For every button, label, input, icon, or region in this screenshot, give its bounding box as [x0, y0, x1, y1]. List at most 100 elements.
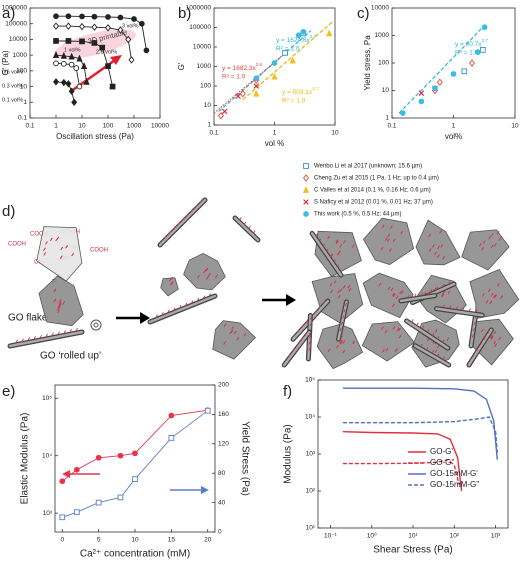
go-flake — [361, 321, 415, 362]
annotation-r2: R² = 1.0 — [222, 74, 246, 81]
functional-group — [330, 253, 334, 258]
functional-group — [343, 239, 346, 244]
marker — [59, 514, 66, 521]
y-tick-label: 1000000 — [2, 5, 28, 12]
y-axis-label: Modulus (Pa) — [283, 424, 294, 483]
series-line — [342, 416, 498, 455]
y-tick-label: 10⁵ — [42, 395, 52, 402]
functional-group — [428, 233, 432, 238]
y2-tick-label: 120 — [218, 441, 229, 448]
functional-group — [173, 307, 176, 311]
marker — [125, 35, 132, 44]
marker — [117, 26, 124, 34]
functional-group — [468, 308, 472, 312]
functional-group — [437, 336, 440, 340]
functional-group — [195, 203, 198, 208]
marker — [105, 14, 111, 20]
functional-group — [446, 337, 450, 341]
functional-group — [60, 246, 64, 251]
functional-group — [330, 289, 333, 294]
go-flake — [160, 277, 179, 297]
functional-group — [494, 242, 497, 247]
y-tick-label: 10² — [306, 488, 316, 495]
x-tick-label: 0.1 — [209, 130, 218, 137]
go-flake — [461, 229, 510, 271]
functional-group — [190, 300, 194, 304]
functional-group — [498, 336, 502, 341]
marker — [95, 454, 102, 461]
functional-group — [301, 324, 304, 328]
y-tick-label: 100 — [378, 60, 389, 67]
x-tick-label: 1 — [273, 130, 277, 137]
marker — [53, 78, 59, 86]
legend-label: GO-G'' — [430, 458, 455, 467]
functional-group — [498, 237, 502, 241]
functional-group — [173, 226, 176, 230]
functional-group — [397, 327, 401, 332]
roll-icon — [93, 322, 99, 328]
marker — [83, 77, 90, 85]
functional-group — [197, 274, 201, 279]
functional-group — [308, 335, 312, 339]
functional-group — [425, 346, 429, 351]
x-tick-label: 10⁻¹ — [324, 533, 338, 540]
marker — [60, 78, 67, 87]
functional-group — [348, 287, 352, 292]
functional-group — [65, 245, 69, 249]
panel-label: f) — [283, 383, 292, 400]
functional-group — [426, 329, 430, 333]
marker — [399, 110, 406, 117]
fit-line — [213, 52, 286, 114]
marker — [105, 24, 111, 32]
functional-group — [489, 300, 493, 305]
functional-group — [336, 264, 340, 269]
functional-group — [196, 297, 200, 302]
x-tick-label: 1000 — [127, 123, 142, 130]
x-tick-label: 10 — [78, 123, 86, 130]
functional-group — [407, 294, 410, 299]
panel-label: d) — [2, 203, 15, 220]
x-axis-label: vol % — [265, 139, 285, 148]
functional-group — [380, 246, 384, 251]
functional-group — [384, 330, 388, 334]
marker — [53, 60, 59, 67]
marker — [168, 435, 175, 441]
annotation-exponent: 2.6 — [256, 62, 263, 67]
functional-group — [431, 332, 435, 337]
marker — [91, 13, 98, 20]
fit-line — [242, 21, 333, 101]
functional-group — [161, 312, 164, 316]
x-axis-label: Ca²⁺ concentration (mM) — [80, 549, 190, 560]
functional-group — [388, 248, 392, 252]
axis-arrow-head — [62, 470, 70, 478]
legend-label: This work (0.5 %, 0.5 Hz; 44 µm) — [314, 212, 401, 218]
functional-group — [326, 249, 329, 253]
chem-label: COOH — [90, 248, 108, 254]
y-tick-label: 1 — [23, 99, 27, 106]
plot-frame — [317, 379, 509, 529]
go-flake — [362, 272, 414, 319]
go-flake — [212, 320, 257, 360]
y-tick-label: 100000 — [5, 20, 27, 27]
series-line — [62, 410, 208, 518]
functional-group — [441, 292, 445, 297]
functional-group — [252, 230, 256, 234]
functional-group — [447, 290, 451, 295]
functional-group — [58, 299, 62, 303]
functional-group — [429, 289, 433, 293]
functional-group — [300, 337, 303, 342]
marker — [295, 32, 302, 39]
x-axis-label: Shear Stress (Pa) — [373, 545, 452, 556]
rolled-label: GO ‘rolled up’ — [40, 351, 101, 362]
functional-group — [215, 274, 218, 278]
functional-group — [233, 330, 237, 335]
go-roll — [435, 307, 484, 317]
functional-group — [342, 315, 345, 319]
functional-group — [318, 238, 322, 243]
marker — [303, 174, 309, 182]
functional-group — [478, 243, 482, 247]
functional-group — [440, 244, 444, 248]
y-tick-label: 10¹ — [306, 525, 316, 532]
functional-group — [414, 293, 417, 297]
annotation-r2: R² = 1.0 — [282, 98, 306, 105]
